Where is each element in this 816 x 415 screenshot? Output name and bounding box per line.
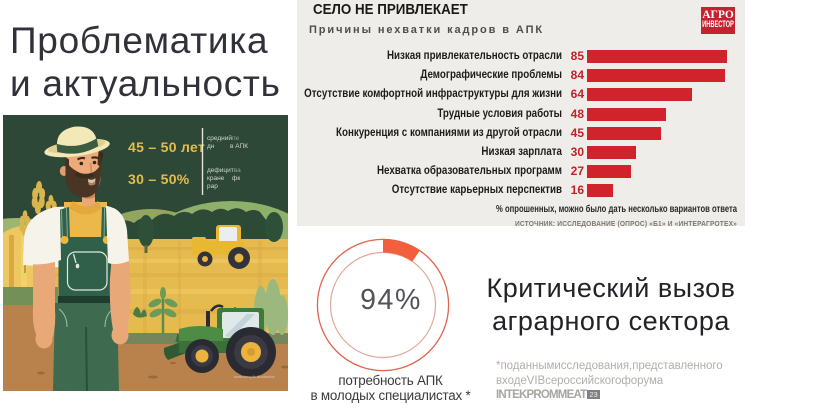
svg-text:фк: фк — [232, 175, 240, 182]
svg-text:кране: кране — [207, 175, 225, 182]
svg-text:30 – 50%: 30 – 50% — [128, 171, 190, 187]
svg-text:45 – 50 лет: 45 – 50 лет — [128, 139, 205, 155]
svg-text:в АПК: в АПК — [230, 143, 248, 150]
svg-text:www.freepik-illustration: www.freepik-illustration — [234, 374, 275, 379]
svg-text:рар: рар — [207, 183, 218, 190]
svg-text:среднийпе: среднийпе — [207, 134, 240, 142]
svg-text:дн: дн — [207, 143, 215, 150]
svg-text:дефицитва: дефицитва — [207, 167, 241, 174]
